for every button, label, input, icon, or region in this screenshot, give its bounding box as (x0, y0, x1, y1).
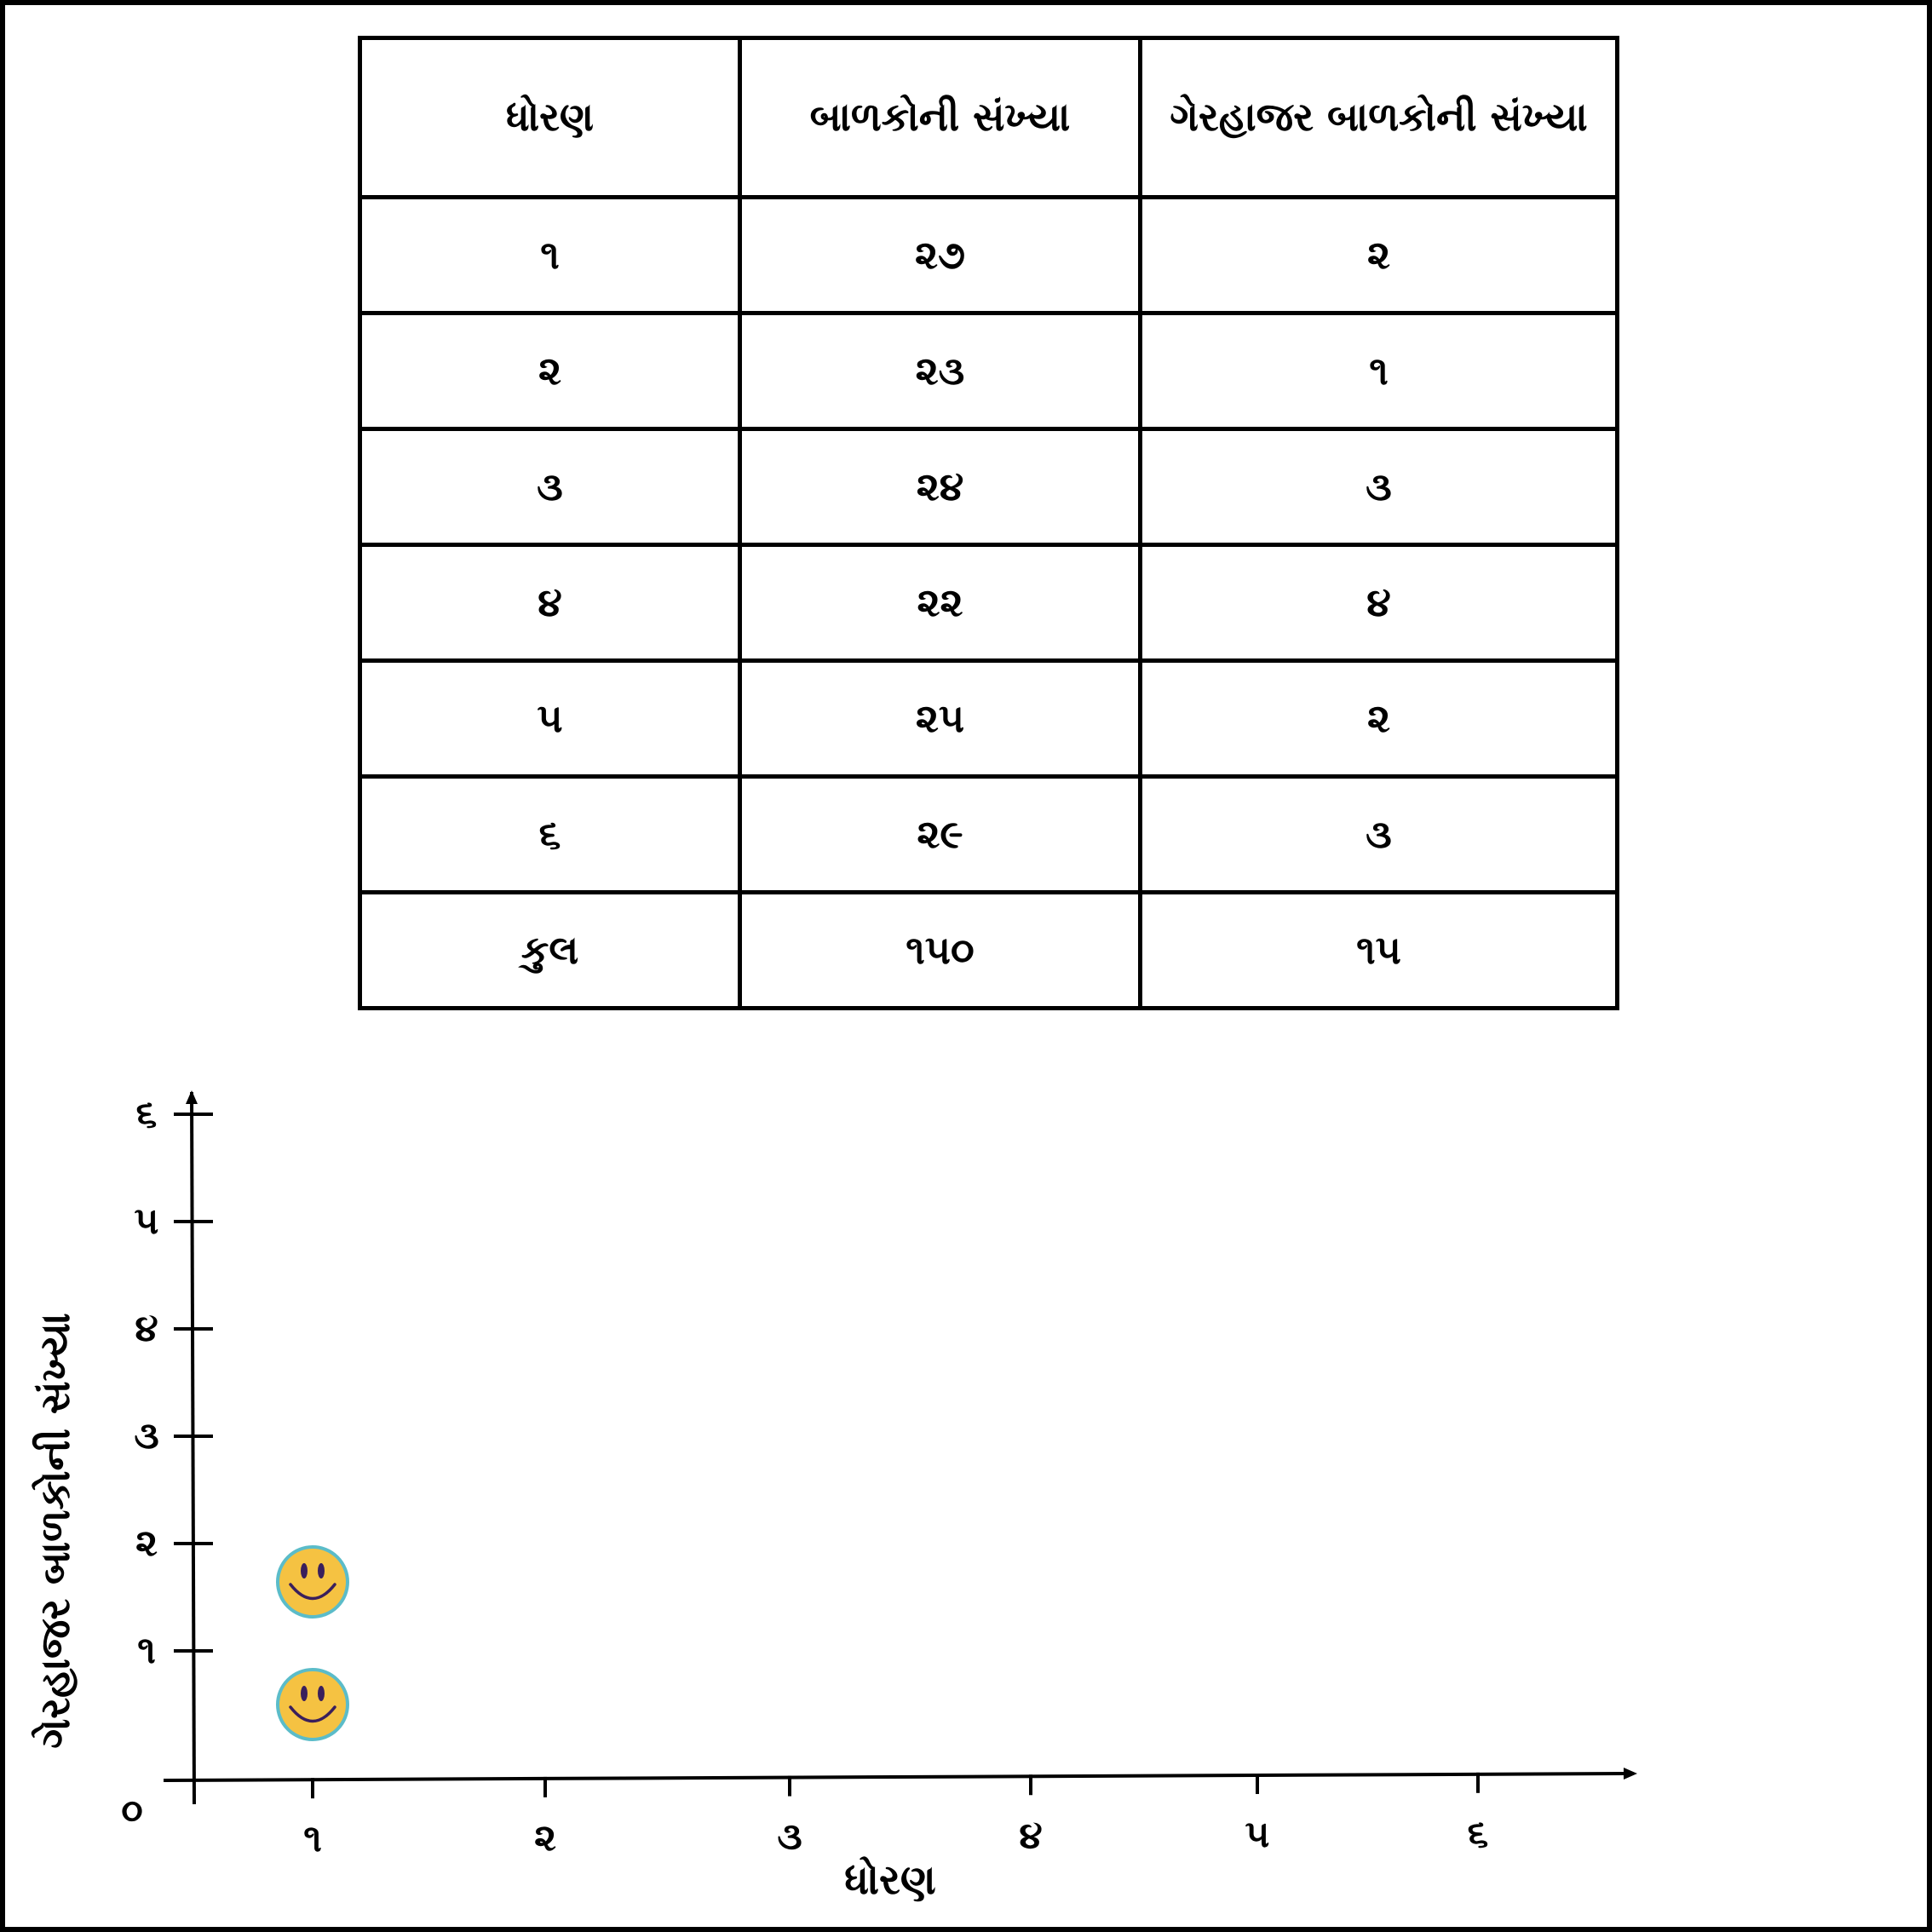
table-row: ૬ ૨૯ ૩ (358, 774, 1619, 894)
smiley-face-icon (276, 1545, 349, 1619)
cell-standard: ૩ (358, 427, 742, 547)
x-tick-label: ૨ (534, 1816, 556, 1860)
cell-student-count: ૨૩ (738, 311, 1142, 431)
cell-absent-count: ૩ (1138, 774, 1619, 894)
y-tick-label: ૧ (137, 1629, 156, 1672)
smiley-face-icon (276, 1668, 349, 1741)
cell-absent-count: ૪ (1138, 543, 1619, 663)
table-total-row: કુલ ૧૫૦ ૧૫ (358, 890, 1619, 1010)
smiley-mouth (289, 1705, 336, 1723)
table-row: ૧ ૨૭ ૨ (358, 195, 1619, 315)
table-row: ૫ ૨૫ ૨ (358, 658, 1619, 779)
y-tick-label: ૫ (135, 1199, 159, 1243)
x-tick-label: ૧ (303, 1817, 322, 1860)
smiley-left-eye (301, 1563, 308, 1578)
cell-absent-count: ૧ (1138, 311, 1619, 431)
x-tick-label: ૬ (1468, 1812, 1489, 1855)
cell-student-count: ૨૭ (738, 195, 1142, 315)
smiley-left-eye (301, 1686, 308, 1701)
y-axis-label: ગેરહાજર બાળકોની સંખ્યા (31, 1313, 79, 1749)
cell-total-absent: ૧૫ (1138, 890, 1619, 1010)
x-axis (163, 1768, 1637, 1782)
cell-standard: ૨ (358, 311, 742, 431)
x-tick-label: ૫ (1245, 1813, 1270, 1856)
origin-label: ૦ (121, 1790, 142, 1831)
x-ticks: ૧ ૨ ૩ ૪ ૫ ૬ (303, 1772, 1489, 1860)
table-row: ૪ ૨૨ ૪ (358, 543, 1619, 663)
cell-student-count: ૨૪ (738, 427, 1142, 547)
data-points (276, 1545, 349, 1741)
cell-absent-count: ૨ (1138, 658, 1619, 779)
y-tick-label: ૨ (135, 1521, 158, 1565)
x-axis-label: ધોરણ (844, 1856, 935, 1904)
smiley-right-eye (318, 1563, 325, 1578)
cell-standard: ૧ (358, 195, 742, 315)
y-tick-label: ૬ (136, 1092, 158, 1136)
cell-total-students: ૧૫૦ (738, 890, 1142, 1010)
header-student-count: બાળકોની સંખ્યા (738, 36, 1142, 199)
header-absent-count: ગેરહાજર બાળકોની સંખ્યા (1138, 36, 1619, 199)
x-tick-label: ૪ (1019, 1814, 1042, 1857)
cell-student-count: ૨૯ (738, 774, 1142, 894)
y-tick-label: ૪ (135, 1307, 158, 1350)
y-axis-arrowhead (186, 1090, 198, 1104)
table-header-row: ધોરણ બાળકોની સંખ્યા ગેરહાજર બાળકોની સંખ્… (358, 36, 1619, 199)
y-tick-label: ૩ (134, 1414, 158, 1458)
cell-total-label: કુલ (358, 890, 742, 1010)
smiley-face-circle (276, 1668, 349, 1741)
cell-standard: ૪ (358, 543, 742, 663)
cell-standard: ૬ (358, 774, 742, 894)
table-row: ૩ ૨૪ ૩ (358, 427, 1619, 547)
cell-absent-count: ૨ (1138, 195, 1619, 315)
y-ticks: ૧ ૨ ૩ ૪ ૫ ૬ (134, 1092, 213, 1672)
cell-student-count: ૨૫ (738, 658, 1142, 779)
cell-standard: ૫ (358, 658, 742, 779)
absence-pictograph-chart: ૧ ૨ ૩ ૪ ૫ ૬ ૧ ૨ ૩ ૪ ૫ ૬ ૦ ધોરણ ગેરહાજર બાળકોની સંખ… (31, 1090, 1637, 1904)
x-tick-label: ૩ (777, 1815, 802, 1859)
x-axis-arrowhead (1624, 1768, 1637, 1780)
y-axis (186, 1090, 198, 1805)
table-row: ૨ ૨૩ ૧ (358, 311, 1619, 431)
cell-student-count: ૨૨ (738, 543, 1142, 663)
smiley-right-eye (318, 1686, 325, 1701)
cell-absent-count: ૩ (1138, 427, 1619, 547)
smiley-face-circle (276, 1545, 349, 1619)
header-standard: ધોરણ (358, 36, 742, 199)
smiley-mouth (289, 1583, 336, 1601)
attendance-table: ધોરણ બાળકોની સંખ્યા ગેરહાજર બાળકોની સંખ્… (358, 36, 1619, 1010)
